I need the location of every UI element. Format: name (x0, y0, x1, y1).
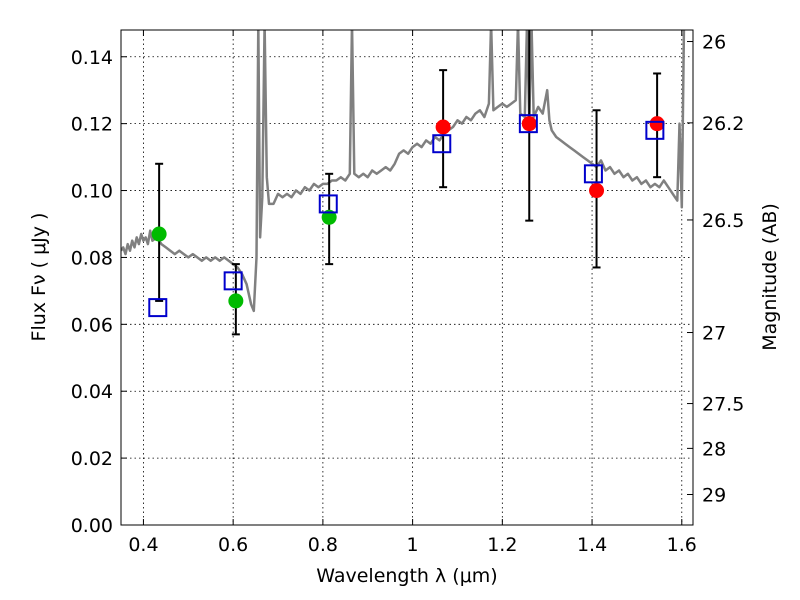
y-tick-label: 0.14 (71, 47, 113, 69)
data-point (435, 119, 451, 135)
right-tick-label: 28 (702, 438, 726, 460)
right-tick-label: 29 (702, 484, 726, 506)
right-tick-label: 27 (702, 323, 726, 345)
right-tick-label: 26.2 (702, 113, 744, 135)
y-tick-label: 0.04 (71, 381, 113, 403)
plot-frame (120, 29, 694, 526)
data-point (589, 183, 605, 199)
model-point (223, 271, 243, 291)
y-tick-label: 0.00 (71, 515, 113, 537)
x-tick-label: 1.2 (487, 534, 517, 556)
data-point (649, 116, 665, 132)
data-point (321, 209, 337, 225)
y-tick-label: 0.12 (71, 114, 113, 136)
data-point (521, 116, 537, 132)
markers-layer (148, 30, 665, 336)
x-tick-label: 0.4 (128, 534, 158, 556)
plot-background (121, 30, 693, 525)
x-tick-label: 1 (407, 534, 419, 556)
x-axis-label: Wavelength λ (μm) (316, 565, 497, 587)
model-point (148, 298, 168, 318)
model-point (583, 164, 603, 184)
right-tick-label: 26.5 (702, 210, 744, 232)
right-tick-label: 27.5 (702, 394, 744, 416)
model-point (318, 194, 338, 214)
x-tick-label: 1.6 (667, 534, 697, 556)
y-tick-label: 0.08 (71, 247, 113, 269)
model-point (432, 134, 452, 154)
y-axis-label: Flux Fν ( μJy ) (28, 213, 50, 342)
x-tick-label: 0.6 (218, 534, 248, 556)
y-tick-label: 0.10 (71, 181, 113, 203)
y-tick-label: 0.06 (71, 314, 113, 336)
x-tick-label: 1.4 (577, 534, 607, 556)
y-tick-label: 0.02 (71, 448, 113, 470)
right-tick-label: 26 (702, 32, 726, 54)
data-point (151, 226, 167, 242)
right-axis-label: Magnitude (AB) (759, 203, 781, 351)
data-point (228, 293, 244, 309)
model-point (645, 120, 665, 140)
model-point (518, 114, 538, 134)
x-tick-label: 0.8 (308, 534, 338, 556)
ticks-layer: 0.4 0.6 0.8 1 1.2 1.4 1.6 0.00 0.02 0.04 0.06 0.08 0… (71, 30, 744, 556)
